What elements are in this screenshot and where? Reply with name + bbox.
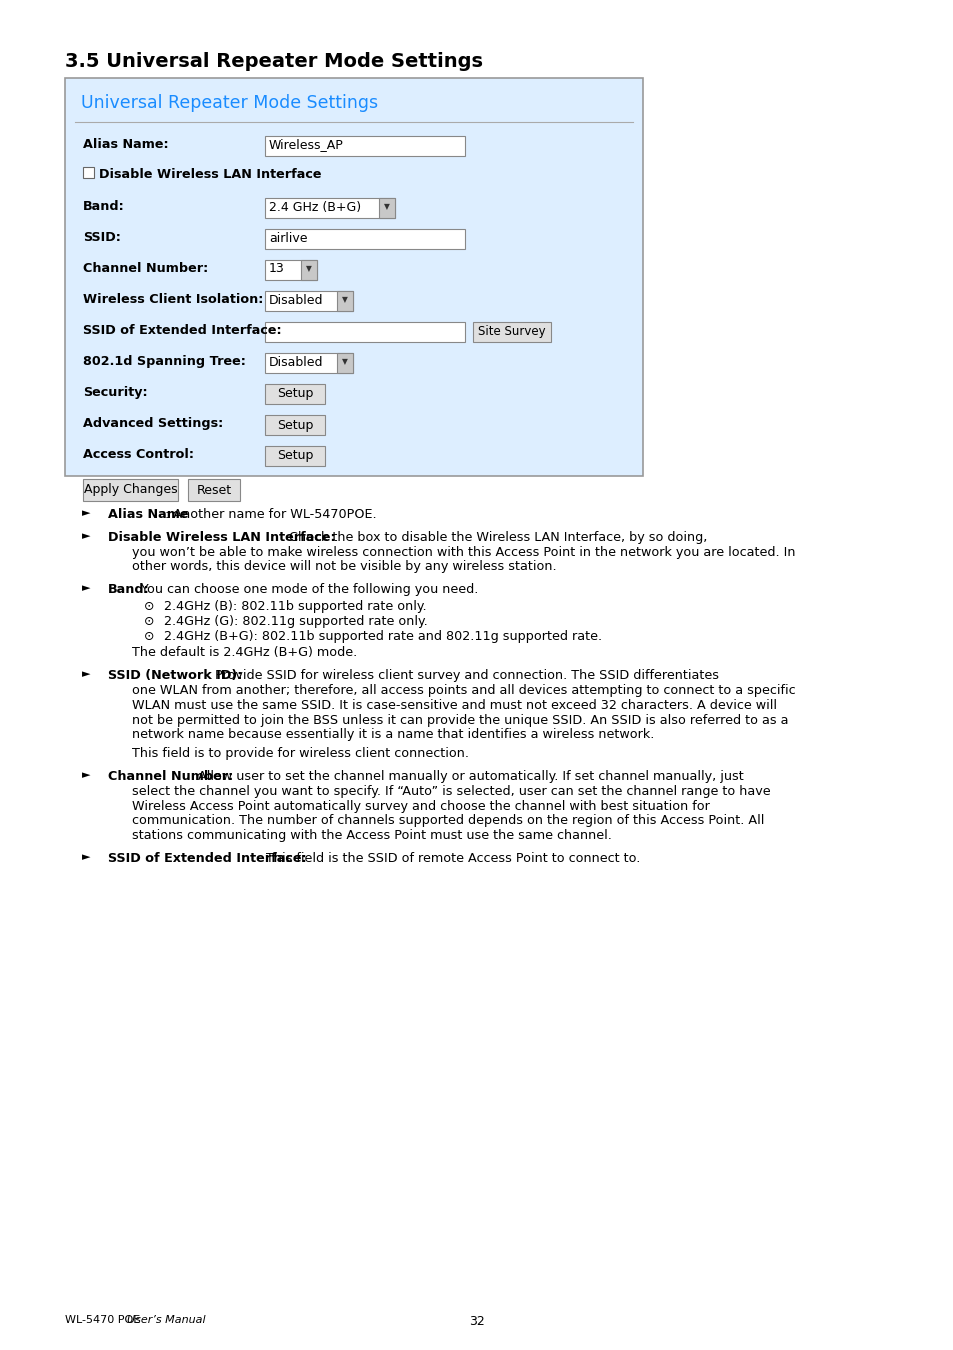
Text: Setup: Setup [276, 387, 313, 401]
Text: ▼: ▼ [306, 265, 312, 274]
Text: ⊙: ⊙ [144, 614, 154, 628]
Text: 2.4GHz (G): 802.11g supported rate only.: 2.4GHz (G): 802.11g supported rate only. [164, 614, 427, 628]
Text: Check the box to disable the Wireless LAN Interface, by so doing,: Check the box to disable the Wireless LA… [285, 531, 706, 544]
Text: : Another name for WL-5470POE.: : Another name for WL-5470POE. [165, 508, 376, 521]
Text: ▼: ▼ [384, 202, 390, 212]
Bar [65, 78, 642, 477]
Text: airlive: airlive [269, 231, 307, 244]
Bar [265, 198, 395, 217]
Text: Security:: Security: [83, 386, 148, 400]
Text: Access Control:: Access Control: [83, 448, 193, 460]
Text: other words, this device will not be visible by any wireless station.: other words, this device will not be vis… [132, 560, 556, 574]
Text: ►: ► [82, 531, 91, 541]
Text: 2.4 GHz (B+G): 2.4 GHz (B+G) [269, 201, 361, 213]
Text: Provide SSID for wireless client survey and connection. The SSID differentiates: Provide SSID for wireless client survey … [211, 670, 718, 682]
Bar [265, 136, 464, 157]
Bar [265, 383, 325, 404]
Text: WL-5470 POE: WL-5470 POE [65, 1315, 147, 1324]
Text: ►: ► [82, 583, 91, 593]
Text: Alias Name:: Alias Name: [83, 138, 169, 151]
Text: ⊙: ⊙ [144, 629, 154, 643]
Bar [188, 479, 240, 501]
Text: Wireless Access Point automatically survey and choose the channel with best situ: Wireless Access Point automatically surv… [132, 799, 709, 813]
Text: This field is to provide for wireless client connection.: This field is to provide for wireless cl… [132, 747, 469, 760]
Text: one WLAN from another; therefore, all access points and all devices attempting t: one WLAN from another; therefore, all ac… [132, 684, 795, 697]
Bar [265, 323, 464, 342]
Text: Disabled: Disabled [269, 293, 323, 306]
Text: ►: ► [82, 852, 91, 863]
Text: Channel Number:: Channel Number: [108, 769, 233, 783]
Text: 2.4GHz (B): 802.11b supported rate only.: 2.4GHz (B): 802.11b supported rate only. [164, 599, 426, 613]
Text: SSID (Network ID):: SSID (Network ID): [108, 670, 242, 682]
Bar [336, 352, 353, 373]
Text: Allow user to set the channel manually or automatically. If set channel manually: Allow user to set the channel manually o… [193, 769, 742, 783]
Bar [265, 446, 325, 466]
Text: User’s Manual: User’s Manual [127, 1315, 206, 1324]
Bar [83, 479, 178, 501]
Bar [378, 198, 395, 217]
Text: 802.1d Spanning Tree:: 802.1d Spanning Tree: [83, 355, 246, 369]
Text: Universal Repeater Mode Settings: Universal Repeater Mode Settings [81, 95, 377, 112]
Text: The default is 2.4GHz (B+G) mode.: The default is 2.4GHz (B+G) mode. [132, 647, 356, 659]
Text: Apply Changes: Apply Changes [84, 483, 177, 497]
Text: Channel Number:: Channel Number: [83, 262, 208, 275]
Bar [301, 261, 316, 279]
Text: Band:: Band: [83, 200, 125, 213]
Text: SSID:: SSID: [83, 231, 121, 244]
Text: not be permitted to join the BSS unless it can provide the unique SSID. An SSID : not be permitted to join the BSS unless … [132, 714, 788, 726]
Bar [473, 323, 551, 342]
Text: Disable Wireless LAN Interface:: Disable Wireless LAN Interface: [108, 531, 335, 544]
Text: select the channel you want to specify. If “Auto” is selected, user can set the : select the channel you want to specify. … [132, 784, 770, 798]
Text: WLAN must use the same SSID. It is case-sensitive and must not exceed 32 charact: WLAN must use the same SSID. It is case-… [132, 699, 776, 711]
Text: ►: ► [82, 769, 91, 780]
Text: Disable Wireless LAN Interface: Disable Wireless LAN Interface [99, 167, 321, 181]
Text: SSID of Extended Interface:: SSID of Extended Interface: [108, 852, 306, 865]
Text: You can choose one mode of the following you need.: You can choose one mode of the following… [136, 583, 477, 597]
Text: 32: 32 [469, 1315, 484, 1328]
Text: Alias Name: Alias Name [108, 508, 189, 521]
Text: communication. The number of channels supported depends on the region of this Ac: communication. The number of channels su… [132, 814, 763, 828]
Text: Wireless Client Isolation:: Wireless Client Isolation: [83, 293, 263, 306]
Text: you won’t be able to make wireless connection with this Access Point in the netw: you won’t be able to make wireless conne… [132, 545, 795, 559]
Bar [83, 167, 94, 178]
Text: Site Survey: Site Survey [477, 325, 545, 339]
Text: ▼: ▼ [342, 358, 348, 366]
Text: Setup: Setup [276, 450, 313, 463]
Text: Wireless_AP: Wireless_AP [269, 139, 343, 151]
Text: Reset: Reset [196, 483, 232, 497]
Bar [265, 292, 353, 311]
Text: ►: ► [82, 670, 91, 679]
Bar [265, 230, 464, 248]
Bar [265, 414, 325, 435]
Text: 13: 13 [269, 262, 284, 275]
Text: SSID of Extended Interface:: SSID of Extended Interface: [83, 324, 281, 338]
Text: 2.4GHz (B+G): 802.11b supported rate and 802.11g supported rate.: 2.4GHz (B+G): 802.11b supported rate and… [164, 629, 601, 643]
Bar [265, 261, 316, 279]
Text: network name because essentially it is a name that identifies a wireless network: network name because essentially it is a… [132, 729, 654, 741]
Text: This field is the SSID of remote Access Point to connect to.: This field is the SSID of remote Access … [262, 852, 639, 865]
Text: ⊙: ⊙ [144, 599, 154, 613]
Text: Setup: Setup [276, 418, 313, 432]
Bar [336, 292, 353, 311]
Bar [265, 352, 353, 373]
Text: Disabled: Disabled [269, 355, 323, 369]
Text: Advanced Settings:: Advanced Settings: [83, 417, 223, 431]
Text: stations communicating with the Access Point must use the same channel.: stations communicating with the Access P… [132, 829, 611, 842]
Text: 3.5 Universal Repeater Mode Settings: 3.5 Universal Repeater Mode Settings [65, 53, 482, 72]
Text: ▼: ▼ [342, 296, 348, 305]
Text: ►: ► [82, 508, 91, 518]
Text: Band:: Band: [108, 583, 150, 597]
